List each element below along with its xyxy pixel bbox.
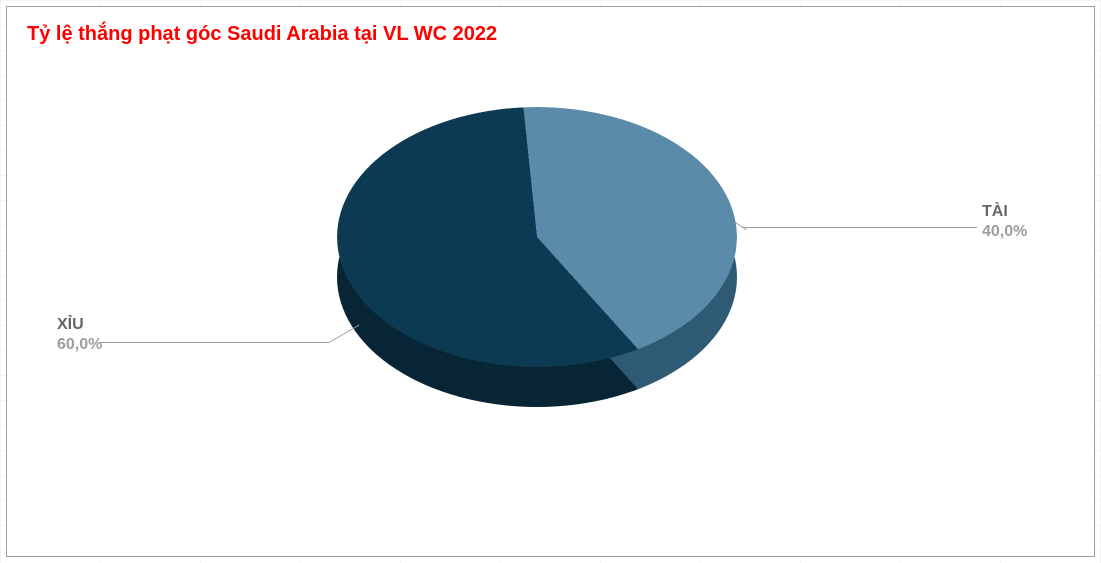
slice-label-tai: TÀI 40,0%	[982, 202, 1027, 242]
slice-label-tai-name: TÀI	[982, 202, 1027, 222]
pie-top-surface	[337, 107, 737, 367]
leader-line-xiu	[99, 342, 329, 343]
leader-line-tai	[742, 227, 977, 228]
slice-label-xiu-value: 60,0%	[57, 335, 102, 355]
chart-frame[interactable]: Tỷ lệ thắng phạt góc Saudi Arabia tại VL…	[6, 6, 1095, 557]
spreadsheet-canvas: Tỷ lệ thắng phạt góc Saudi Arabia tại VL…	[0, 0, 1101, 563]
slice-label-xiu-name: XỈU	[57, 315, 102, 335]
pie-top-slices	[337, 107, 737, 367]
slice-label-tai-value: 40,0%	[982, 222, 1027, 242]
chart-title: Tỷ lệ thắng phạt góc Saudi Arabia tại VL…	[27, 23, 497, 46]
pie-chart	[337, 107, 737, 367]
pie-3d-body	[337, 107, 737, 367]
slice-label-xiu: XỈU 60,0%	[57, 315, 102, 355]
